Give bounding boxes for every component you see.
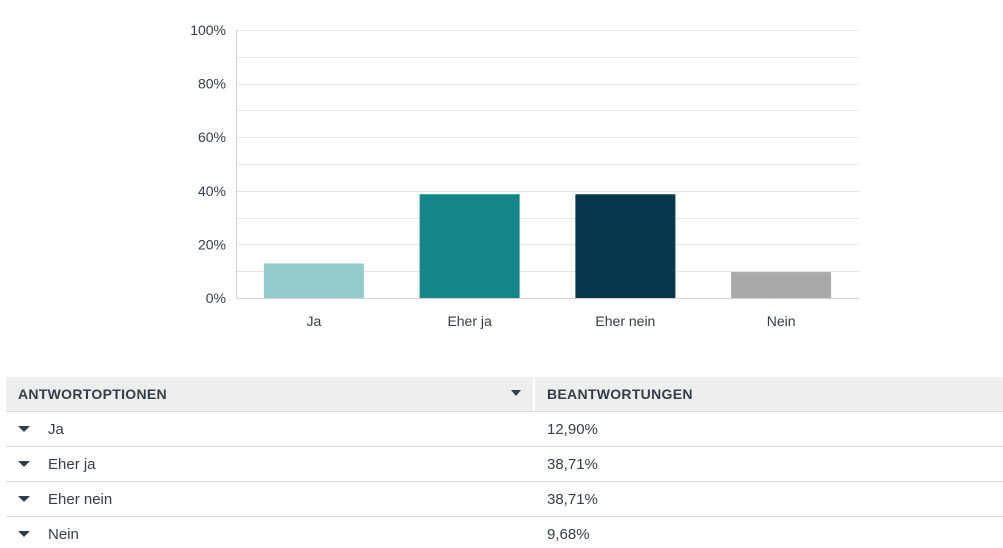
expand-caret-icon[interactable]: [18, 426, 30, 432]
table-row: Eher nein 38,71%: [6, 482, 1003, 517]
response-cell: 38,71%: [537, 491, 1003, 508]
table-header: ANTWORTOPTIONEN BEANTWORTUNGEN: [6, 377, 1003, 412]
table-row: Ja 12,90%: [6, 412, 1003, 447]
bar-nein: [731, 272, 832, 298]
category-label: Eher nein: [595, 313, 655, 329]
response-value: 38,71%: [547, 490, 598, 508]
y-tick-label: 100%: [190, 22, 226, 38]
bar-eher-nein: [575, 194, 676, 298]
category-label: Eher ja: [447, 313, 492, 329]
category-label: Nein: [767, 313, 796, 329]
response-cell: 9,68%: [537, 526, 1003, 543]
bar-chart: 0% 20% 40% 60% 80% 100% Ja Eher ja Eher nein Nei…: [190, 22, 859, 329]
response-value: 38,71%: [547, 455, 598, 473]
bar-ja: [263, 263, 364, 298]
option-label: Nein: [48, 525, 79, 543]
expand-caret-icon[interactable]: [18, 496, 30, 502]
header-responses: BEANTWORTUNGEN: [535, 377, 1003, 411]
y-tick-labels: 0% 20% 40% 60% 80% 100%: [190, 22, 226, 306]
option-cell: Eher nein: [6, 491, 537, 508]
y-tick-label: 0%: [206, 290, 226, 306]
table-row: Nein 9,68%: [6, 517, 1003, 548]
y-tick-label: 80%: [198, 76, 226, 92]
response-cell: 38,71%: [537, 456, 1003, 473]
expand-caret-icon[interactable]: [18, 531, 30, 537]
expand-caret-icon[interactable]: [18, 461, 30, 467]
results-table: ANTWORTOPTIONEN BEANTWORTUNGEN Ja 12,90%…: [6, 377, 1003, 548]
table-row: Eher ja 38,71%: [6, 447, 1003, 482]
header-responses-label: BEANTWORTUNGEN: [547, 386, 693, 402]
axes: [236, 30, 859, 299]
category-labels: Ja Eher ja Eher nein Nein: [306, 313, 795, 329]
category-label: Ja: [306, 313, 321, 329]
response-value: 9,68%: [547, 525, 590, 543]
response-cell: 12,90%: [537, 421, 1003, 438]
header-answer-options-label: ANTWORTOPTIONEN: [18, 386, 167, 402]
option-label: Eher ja: [48, 455, 96, 473]
grid-lines: [236, 30, 859, 272]
y-tick-label: 20%: [198, 236, 226, 252]
option-cell: Nein: [6, 526, 537, 543]
bar-eher-ja: [419, 194, 520, 298]
option-label: Ja: [48, 420, 64, 438]
option-cell: Ja: [6, 421, 537, 438]
header-answer-options[interactable]: ANTWORTOPTIONEN: [6, 377, 535, 411]
bars: [263, 194, 832, 298]
option-cell: Eher ja: [6, 456, 537, 473]
option-label: Eher nein: [48, 490, 113, 508]
response-value: 12,90%: [547, 420, 598, 438]
y-tick-label: 40%: [198, 183, 226, 199]
sort-caret-icon[interactable]: [511, 390, 521, 396]
y-tick-label: 60%: [198, 129, 226, 145]
